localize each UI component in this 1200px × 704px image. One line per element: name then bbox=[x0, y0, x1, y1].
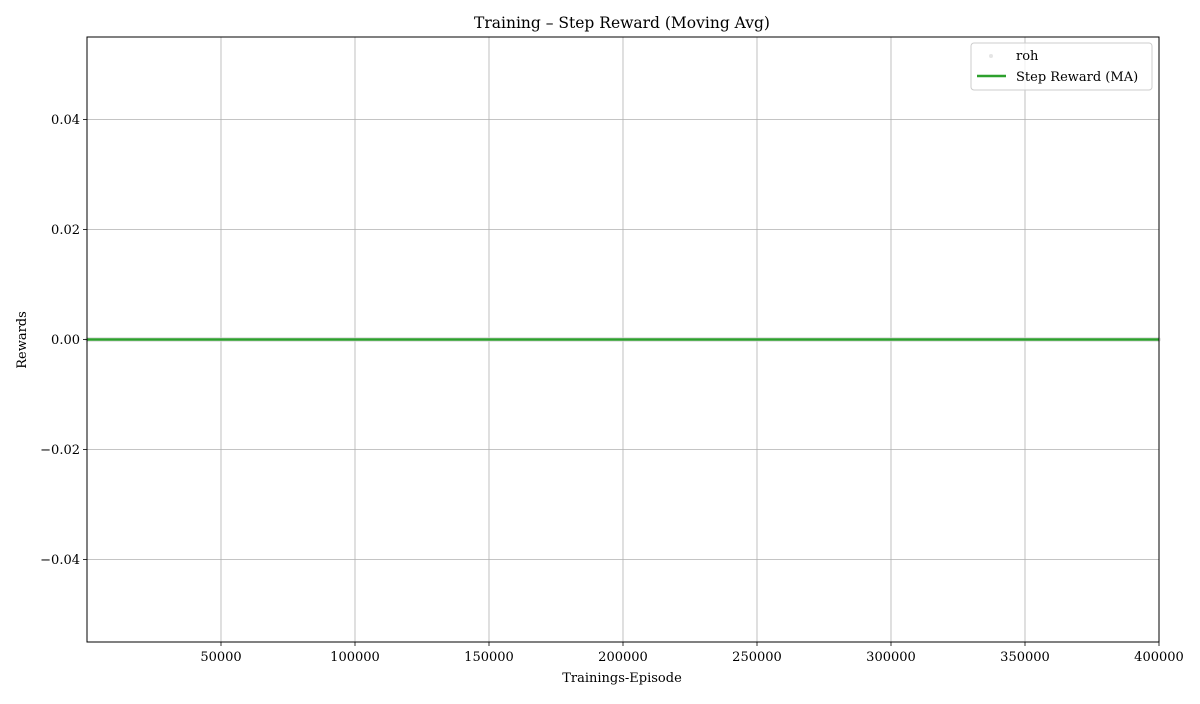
x-tick-label: 100000 bbox=[330, 650, 380, 665]
chart-title: Training – Step Reward (Moving Avg) bbox=[474, 14, 770, 32]
y-tick-label: 0.02 bbox=[51, 223, 80, 238]
x-tick-label: 250000 bbox=[732, 650, 782, 665]
x-tick-label: 400000 bbox=[1134, 650, 1184, 665]
legend-box bbox=[970, 42, 1153, 91]
y-axis-ticks: −0.04 −0.02 0.00 0.02 0.04 bbox=[40, 113, 87, 568]
legend: roh Step Reward (MA) bbox=[970, 42, 1153, 91]
y-tick-label: 0.00 bbox=[51, 333, 80, 348]
x-tick-label: 150000 bbox=[464, 650, 514, 665]
x-axis-label: Trainings-Episode bbox=[562, 671, 682, 686]
legend-label-roh: roh bbox=[1016, 49, 1039, 64]
x-tick-label: 200000 bbox=[598, 650, 648, 665]
legend-marker-roh bbox=[989, 54, 993, 58]
y-axis-label: Rewards bbox=[15, 311, 30, 369]
legend-label-step-reward: Step Reward (MA) bbox=[1016, 70, 1138, 85]
x-tick-label: 50000 bbox=[200, 650, 241, 665]
y-tick-label: 0.04 bbox=[51, 113, 80, 128]
x-axis-ticks: 50000 100000 150000 200000 250000 300000 35000… bbox=[200, 642, 1184, 665]
x-tick-label: 350000 bbox=[1000, 650, 1050, 665]
series-layer bbox=[85, 337, 1161, 342]
y-tick-label: −0.02 bbox=[40, 443, 80, 458]
y-tick-label: −0.04 bbox=[40, 553, 80, 568]
x-tick-label: 300000 bbox=[866, 650, 916, 665]
